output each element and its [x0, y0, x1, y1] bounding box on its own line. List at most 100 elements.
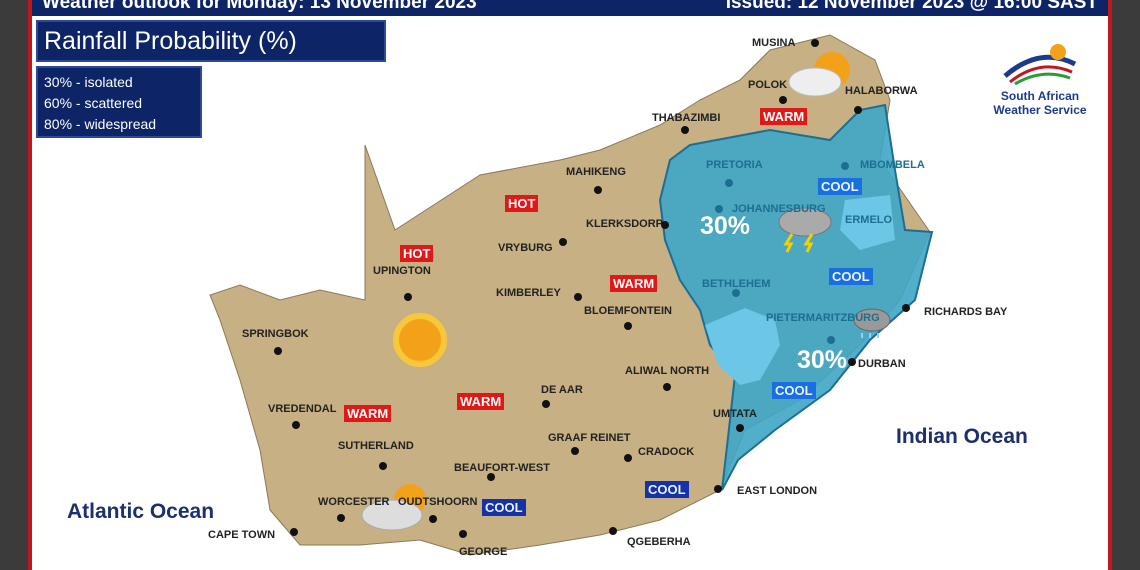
city-label: HALABORWA	[845, 85, 918, 97]
city-marker	[337, 514, 345, 522]
city-label: VREDENDAL	[268, 403, 337, 415]
legend-item: 80% - widespread	[44, 116, 157, 132]
city-marker	[732, 289, 740, 297]
city-label: UMTATA	[713, 408, 757, 420]
city-marker	[624, 322, 632, 330]
city-label: OUDTSHOORN	[398, 496, 478, 508]
city-marker	[681, 126, 689, 134]
city-label: PIETERMARITZBURG	[766, 312, 880, 324]
city-label: GRAAF REINET	[548, 432, 631, 444]
temperature-badge-hot: HOT	[400, 245, 434, 262]
city-label: BETHLEHEM	[702, 278, 771, 290]
city-label: THABAZIMBI	[652, 112, 721, 124]
temperature-badge-cool: COOL	[482, 499, 526, 516]
city-marker	[574, 293, 582, 301]
city-marker	[290, 528, 298, 536]
partly-cloudy-icon	[788, 52, 850, 97]
temperature-badge-hot: HOT	[505, 195, 539, 212]
city-label: BEAUFORT-WEST	[454, 462, 550, 474]
header-bar: Weather outlook for Monday: 13 November …	[32, 0, 1108, 16]
city-marker	[736, 424, 744, 432]
city-marker	[292, 421, 300, 429]
rain-probability-label: 30%	[797, 346, 848, 374]
temperature-badge-warm: WARM	[610, 275, 658, 292]
city-label: POLOK	[748, 79, 788, 91]
temperature-badge-warm: WARM	[760, 108, 808, 125]
logo-text-1: South African	[1000, 89, 1080, 103]
city-label: MAHIKENG	[566, 166, 626, 178]
ocean-label-indian: Indian Ocean	[896, 425, 1028, 448]
city-label: SPRINGBOK	[242, 328, 309, 340]
city-marker	[624, 454, 632, 462]
city-marker	[715, 205, 723, 213]
thunderstorm-icon	[778, 207, 832, 253]
legend-item: 60% - scattered	[44, 95, 143, 111]
city-label: GEORGE	[459, 546, 508, 558]
temperature-badge-cool: COOL	[772, 382, 816, 399]
rain-probability-label: 30%	[700, 212, 751, 240]
city-marker	[571, 447, 579, 455]
city-marker	[663, 383, 671, 391]
city-marker	[594, 186, 602, 194]
city-marker	[404, 293, 412, 301]
ocean-label-atlantic: Atlantic Ocean	[67, 500, 215, 523]
city-marker	[609, 527, 617, 535]
city-marker	[661, 221, 669, 229]
city-marker	[542, 400, 550, 408]
city-label: PRETORIA	[706, 159, 763, 171]
city-label: MBOMBELA	[860, 159, 925, 171]
city-marker	[714, 485, 722, 493]
city-label: KIMBERLEY	[496, 287, 561, 299]
sun-icon	[393, 313, 447, 367]
city-marker	[379, 462, 387, 470]
city-label: DURBAN	[858, 358, 906, 370]
city-marker	[487, 473, 495, 481]
temperature-badge-warm: WARM	[344, 405, 392, 422]
city-marker	[725, 179, 733, 187]
city-label: EAST LONDON	[737, 485, 818, 497]
city-marker	[559, 238, 567, 246]
city-label: QGEBERHA	[627, 536, 691, 548]
temperature-badge-cool: COOL	[818, 178, 862, 195]
city-label: JOHANNESBURG	[732, 203, 826, 215]
city-marker	[429, 515, 437, 523]
city-label: DE AAR	[541, 384, 583, 396]
partly-cloudy-icon	[361, 484, 426, 531]
saws-logo: South African Weather Service	[980, 36, 1100, 117]
city-marker	[902, 304, 910, 312]
city-marker	[779, 96, 787, 104]
lesotho	[705, 308, 780, 385]
rainfall-legend: 30% - isolated 60% - scattered 80% - wid…	[36, 66, 202, 138]
city-label: KLERKSDORP	[586, 218, 664, 230]
city-label: CRADOCK	[638, 446, 695, 458]
outlook-title: Weather outlook for Monday: 13 November …	[42, 0, 477, 13]
issued-time: Issued: 12 November 2023 @ 16:00 SAST	[725, 0, 1098, 13]
eswatini	[840, 195, 895, 250]
city-marker	[848, 358, 856, 366]
city-label: MUSINA	[752, 37, 796, 49]
legend-item: 30% - isolated	[44, 74, 133, 90]
city-label: RICHARDS BAY	[924, 306, 1008, 318]
city-marker	[841, 162, 849, 170]
city-label: ERMELO	[845, 214, 893, 226]
city-label: WORCESTER	[318, 496, 390, 508]
temperature-badge-cool: COOL	[645, 481, 689, 498]
city-label: VRYBURG	[498, 242, 553, 254]
map-title: Rainfall Probability (%)	[36, 20, 386, 62]
saws-logo-icon	[1003, 44, 1077, 86]
city-marker	[811, 39, 819, 47]
city-marker	[827, 336, 835, 344]
city-marker	[274, 347, 282, 355]
city-label: SUTHERLAND	[338, 440, 414, 452]
rain-cloud-icon	[853, 308, 891, 338]
city-label: UPINGTON	[373, 265, 431, 277]
logo-text-2: Weather Service	[993, 103, 1087, 117]
city-marker	[459, 530, 467, 538]
city-label: ALIWAL NORTH	[625, 365, 710, 377]
city-marker	[854, 106, 862, 114]
city-label: BLOEMFONTEIN	[584, 305, 672, 317]
temperature-badge-warm: WARM	[457, 393, 505, 410]
temperature-badge-cool: COOL	[829, 268, 873, 285]
city-label: CAPE TOWN	[208, 529, 276, 541]
